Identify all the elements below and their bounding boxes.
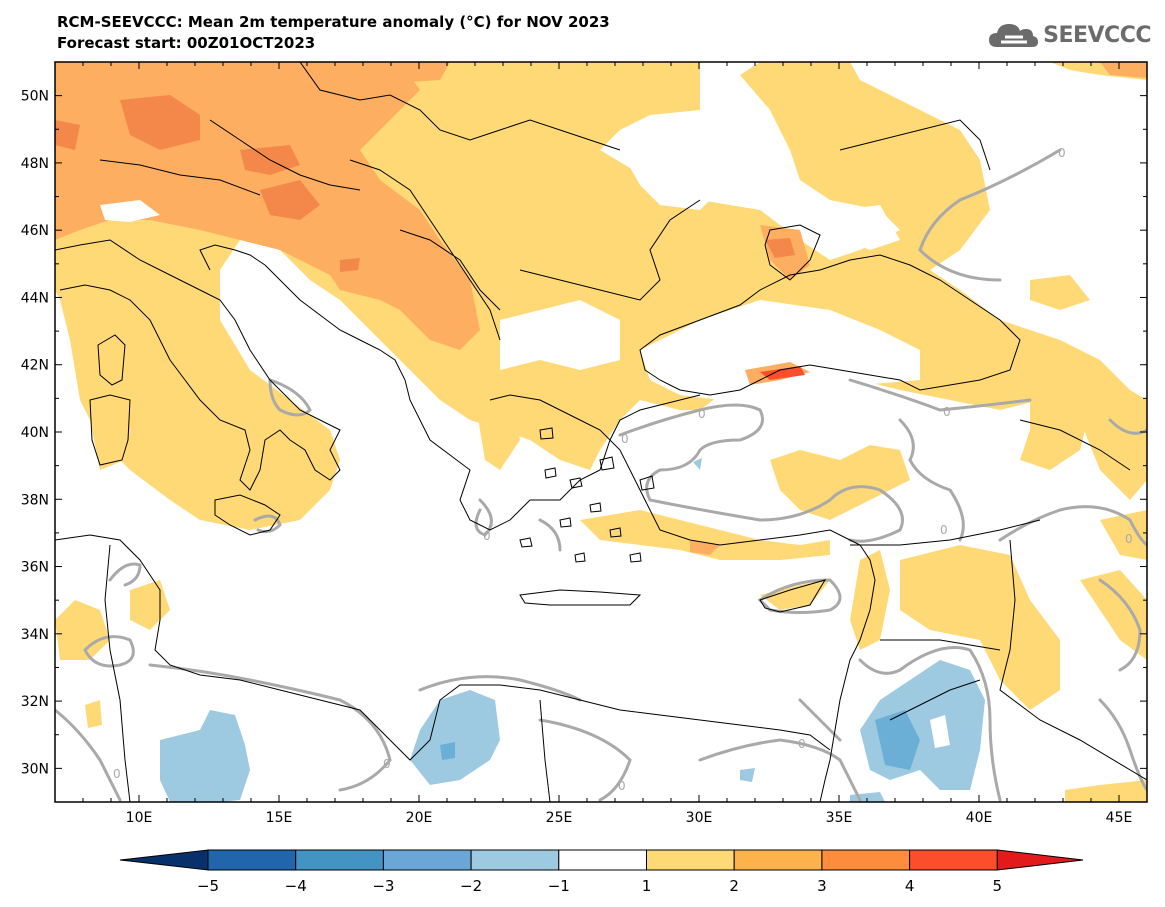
contour-label: 0 xyxy=(1058,146,1066,160)
colorbar-segment xyxy=(295,849,384,871)
lon-tick-label: 10E xyxy=(126,810,153,826)
lon-tick-label: 20E xyxy=(406,810,433,826)
colorbar-label: −1 xyxy=(548,877,570,895)
map-title: RCM-SEEVCCC: Mean 2m temperature anomaly… xyxy=(57,13,610,31)
colorbar-label: −5 xyxy=(197,877,219,895)
contour-label: 0 xyxy=(798,737,806,751)
lat-tick-label: 50N xyxy=(21,89,49,105)
cloud-icon xyxy=(989,24,1039,47)
lat-tick-label: 34N xyxy=(21,627,49,643)
anomaly-negative-regions xyxy=(160,458,985,802)
longitude-ticks: 10E 15E 20E 25E 30E 35E 40E 45E xyxy=(54,62,1133,826)
lon-tick-label: 40E xyxy=(966,810,993,826)
contour-label: 0 xyxy=(621,432,629,446)
lat-tick-label: 40N xyxy=(21,425,49,441)
anomaly-neutral-regions xyxy=(100,140,900,250)
contour-label: 0 xyxy=(940,523,948,537)
lat-tick-label: 38N xyxy=(21,492,49,508)
aegean-islands xyxy=(519,427,655,563)
logo-text: SEEVCCC xyxy=(1043,22,1151,48)
forecast-start-label: Forecast start: 00Z01OCT2023 xyxy=(57,34,316,52)
colorbar-segment xyxy=(382,849,472,871)
colorbar-segment xyxy=(207,849,297,871)
latitude-ticks: 30N 32N 34N 36N 38N 40N 42N 44N 46N 48N 50N xyxy=(21,61,1147,777)
contour-label: 0 xyxy=(483,529,491,543)
lat-tick-label: 42N xyxy=(21,358,49,374)
lon-tick-label: 30E xyxy=(686,810,713,826)
lat-tick-label: 30N xyxy=(21,761,49,777)
lon-tick-label: 45E xyxy=(1106,810,1133,826)
colorbar-segment xyxy=(733,849,823,871)
colorbar-high-arrow xyxy=(996,849,1084,871)
colorbar-label: 1 xyxy=(642,877,652,895)
colorbar: −5 −4 −3 −2 −1 1 2 3 4 5 xyxy=(119,849,1084,895)
zero-contours xyxy=(55,148,1147,802)
colorbar-low-arrow xyxy=(119,849,209,871)
contour-label: 0 xyxy=(943,405,951,419)
colorbar-label: −4 xyxy=(285,877,307,895)
colorbar-label: 4 xyxy=(905,877,915,895)
contour-label: 0 xyxy=(698,407,706,421)
lat-tick-label: 46N xyxy=(21,223,49,239)
colorbar-label: −3 xyxy=(372,877,394,895)
colorbar-segment xyxy=(470,849,560,871)
colorbar-segment xyxy=(821,849,911,871)
seevccc-logo: SEEVCCC xyxy=(987,20,1151,50)
colorbar-label: 5 xyxy=(993,877,1003,895)
coastlines xyxy=(55,62,1147,802)
lat-tick-label: 32N xyxy=(21,694,49,710)
contour-labels: 0 0 0 0 0 0 0 0 0 0 0 xyxy=(113,146,1133,793)
lon-tick-label: 15E xyxy=(266,810,293,826)
map-field: 0 0 0 0 0 0 0 0 0 0 0 xyxy=(55,62,1147,802)
colorbar-label: 2 xyxy=(729,877,739,895)
colorbar-label: −2 xyxy=(460,877,482,895)
lon-tick-label: 35E xyxy=(826,810,853,826)
lat-tick-label: 44N xyxy=(21,290,49,306)
lat-tick-label: 36N xyxy=(21,560,49,576)
contour-label: 0 xyxy=(1125,532,1133,546)
colorbar-segment xyxy=(558,849,647,871)
contour-label: 0 xyxy=(618,779,626,793)
contour-label: 0 xyxy=(383,757,391,771)
anomaly-3-4-regions xyxy=(55,95,805,380)
lon-tick-label: 25E xyxy=(546,810,573,826)
colorbar-segment xyxy=(909,849,998,871)
contour-label: 0 xyxy=(113,767,121,781)
lat-tick-label: 48N xyxy=(21,156,49,172)
colorbar-segment xyxy=(646,849,735,871)
colorbar-label: 3 xyxy=(817,877,827,895)
